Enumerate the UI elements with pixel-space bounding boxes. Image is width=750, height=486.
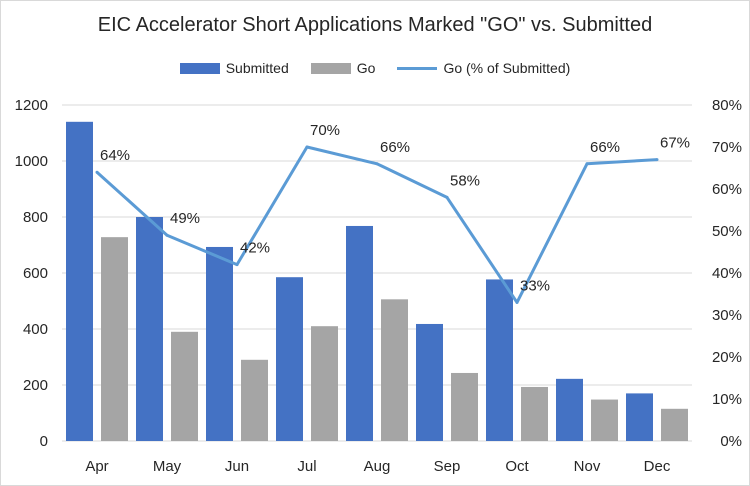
line-point	[445, 195, 449, 199]
y-left-tick-label: 600	[23, 265, 48, 282]
y-left-tick-label: 200	[23, 377, 48, 394]
x-tick-label: May	[153, 458, 182, 475]
chart-title: EIC Accelerator Short Applications Marke…	[97, 14, 653, 36]
line-point	[585, 162, 589, 166]
bar-go	[591, 399, 618, 441]
x-tick-label: Apr	[85, 458, 108, 475]
y-right-tick-label: 60%	[712, 181, 742, 198]
legend-item-go-percent: Go (% of Submitted)	[397, 60, 570, 76]
bar-go	[311, 326, 338, 441]
y-right-tick-label: 50%	[712, 223, 742, 240]
data-label-go-percent: 66%	[380, 139, 410, 156]
y-left-tick-label: 1200	[15, 97, 48, 114]
bar-submitted	[556, 378, 583, 441]
legend-swatch-go	[310, 62, 351, 74]
data-label-go-percent: 67%	[660, 135, 690, 152]
chart-legend: Submitted Go Go (% of Submitted)	[0, 60, 750, 76]
legend-swatch-submitted	[179, 62, 220, 74]
bar-go	[521, 386, 548, 441]
data-label-go-percent: 66%	[590, 139, 620, 156]
y-right-tick-label: 0%	[720, 433, 742, 450]
legend-label-go: Go	[356, 60, 376, 76]
y-right-tick-label: 10%	[712, 391, 742, 408]
y-right-tick-label: 70%	[712, 139, 742, 156]
x-tick-label: Aug	[364, 458, 391, 475]
y-right-tick-label: 40%	[712, 265, 742, 282]
bar-submitted	[206, 246, 233, 441]
y-right-tick-label: 80%	[712, 97, 742, 114]
y-right-tick-label: 30%	[712, 307, 742, 324]
line-point	[375, 162, 379, 166]
bar-go	[661, 408, 688, 441]
data-label-go-percent: 33%	[520, 277, 550, 294]
bar-go	[241, 359, 268, 441]
bar-submitted	[416, 323, 443, 441]
x-tick-label: Sep	[434, 458, 461, 475]
bar-submitted	[486, 279, 513, 441]
data-label-go-percent: 42%	[240, 240, 270, 257]
data-label-go-percent: 70%	[310, 122, 340, 139]
line-point	[95, 170, 99, 174]
line-point	[235, 263, 239, 267]
y-left-tick-label: 1000	[15, 153, 48, 170]
data-label-go-percent: 49%	[170, 210, 200, 227]
bar-submitted	[66, 121, 93, 442]
bar-go	[381, 299, 408, 441]
data-label-go-percent: 64%	[100, 147, 130, 164]
line-point	[515, 300, 519, 304]
legend-item-submitted: Submitted	[179, 60, 289, 76]
y-left-tick-label: 400	[23, 321, 48, 338]
x-tick-label: Jul	[297, 458, 316, 475]
legend-label-submitted: Submitted	[225, 60, 289, 76]
bar-submitted	[626, 393, 653, 441]
bar-go	[451, 372, 478, 441]
x-tick-label: Nov	[574, 458, 601, 475]
bar-submitted	[136, 217, 163, 441]
line-point	[165, 233, 169, 237]
bar-go	[171, 331, 198, 441]
legend-swatch-go-percent	[397, 66, 438, 70]
legend-item-go: Go	[310, 60, 376, 76]
x-tick-label: Jun	[225, 458, 249, 475]
line-point	[655, 158, 659, 162]
y-left-tick-label: 800	[23, 209, 48, 226]
y-left-tick-label: 0	[40, 433, 48, 450]
bar-submitted	[276, 277, 303, 441]
x-tick-label: Dec	[644, 458, 671, 475]
y-right-tick-label: 20%	[712, 349, 742, 366]
legend-label-go-percent: Go (% of Submitted)	[443, 60, 571, 76]
bar-go	[101, 237, 128, 441]
bar-submitted	[346, 225, 373, 441]
x-tick-label: Oct	[505, 458, 529, 475]
line-point	[305, 145, 309, 149]
data-label-go-percent: 58%	[450, 172, 480, 189]
